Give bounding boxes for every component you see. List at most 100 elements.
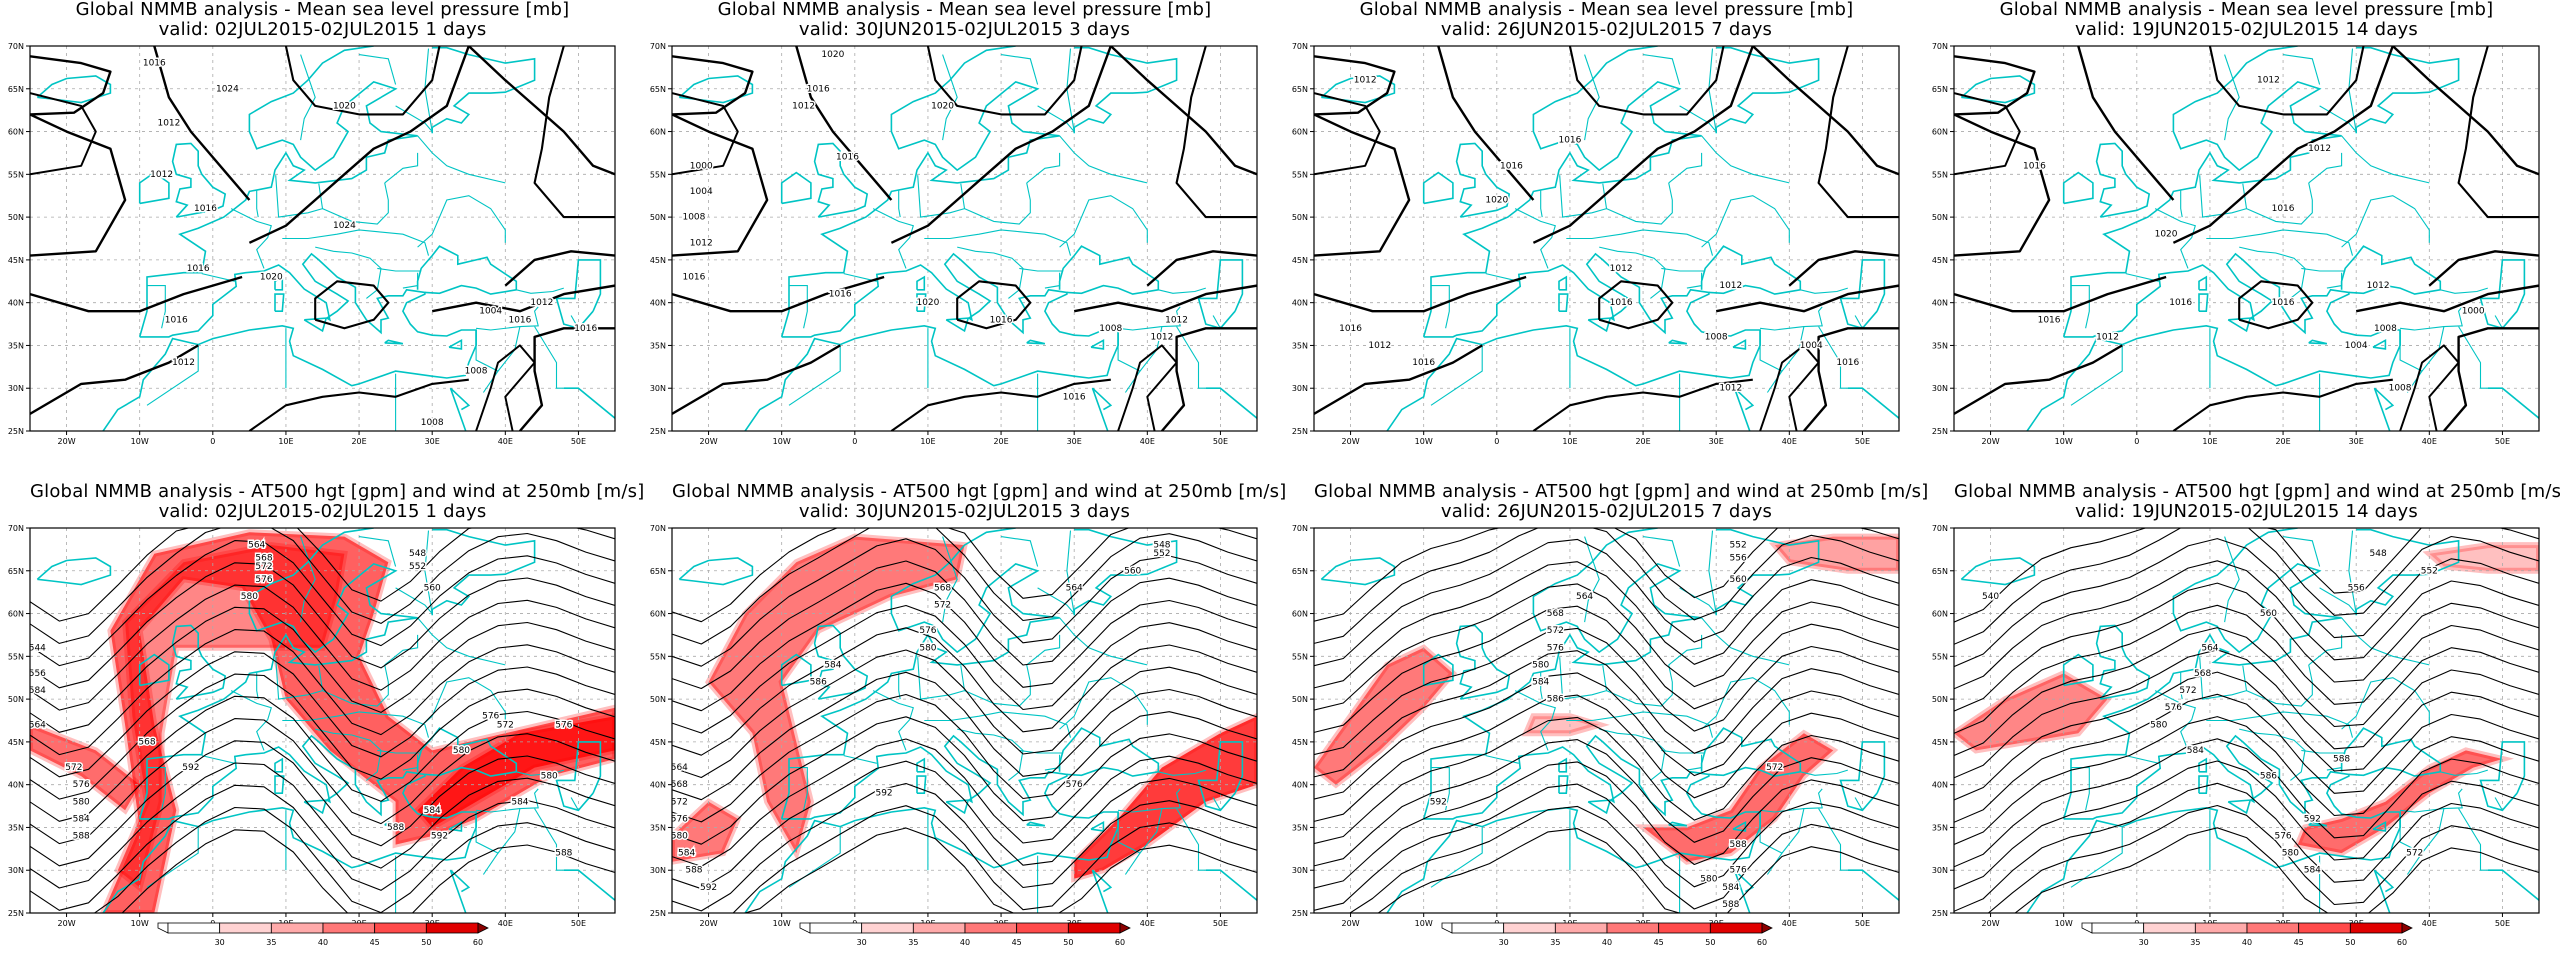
coastline (1205, 869, 1257, 902)
lat-tick-label: 40N (8, 299, 24, 308)
coastline (2095, 142, 2151, 218)
contour-label: 560 (2260, 609, 2277, 619)
country-border (201, 755, 235, 764)
contour-label: 552 (1153, 549, 1170, 559)
contour-label: 564 (248, 541, 265, 551)
isobar (248, 378, 469, 431)
country-border (1854, 315, 1863, 329)
lat-tick-label: 45N (8, 738, 24, 747)
map-frame (29, 527, 616, 914)
lat-tick-label: 35N (1292, 823, 1308, 832)
contour-label: 592 (431, 832, 448, 842)
country-border (1701, 195, 1790, 248)
country-border (570, 315, 579, 329)
contour-label: 1016 (1412, 358, 1435, 368)
colorbar-tick-label: 60 (1756, 938, 1766, 947)
isobar (1314, 92, 1381, 176)
contour-label: 1024 (333, 221, 356, 231)
country-border (2070, 345, 2123, 406)
lat-tick-label: 60N (8, 128, 24, 137)
lon-tick-label: 10W (1415, 437, 1433, 446)
coastline (384, 821, 404, 827)
height-contour (672, 693, 1257, 823)
panel-valid-period: valid: 30JUN2015-02JUL2015 3 days (798, 501, 1131, 522)
height-contour (30, 695, 615, 822)
country-border (898, 671, 901, 700)
height-contour (1954, 738, 2539, 868)
contour-label: 584 (2187, 746, 2204, 756)
colorbar-tick-label: 60 (2396, 938, 2406, 947)
lat-tick-label: 60N (1292, 610, 1308, 619)
map-layers: 552 556 560 564 568 572 576 580 584 586 572 592 588 5… (1314, 528, 1899, 913)
lat-tick-label: 60N (1292, 128, 1308, 137)
country-border (1760, 788, 1823, 813)
coastline (138, 46, 418, 338)
country-border (964, 182, 1031, 225)
panel-title: Global NMMB analysis - Mean sea level pr… (1359, 0, 1854, 20)
mslp-panel-1: Global NMMB analysis - Mean sea level pr… (8, 0, 616, 470)
isobar (890, 378, 1111, 431)
contour-label: 1016 (2169, 298, 2192, 308)
country-border (417, 617, 506, 666)
height-contour (672, 782, 1257, 912)
lat-tick-label: 30N (1292, 866, 1308, 875)
isobar (1954, 55, 2036, 116)
isobar (1314, 55, 1396, 116)
lon-tick-label: 50E (571, 919, 586, 928)
country-border (1854, 797, 1863, 811)
colorbar-segment (2091, 922, 2144, 934)
contour-label: 592 (1430, 797, 1447, 807)
jet-stream-core (99, 529, 615, 913)
contour-label: 1016 (187, 264, 210, 274)
coastline (1091, 387, 1113, 431)
height-contour (1954, 782, 2539, 912)
panel-title: Global NMMB analysis - Mean sea level pr… (717, 0, 1212, 20)
contour-label: 568 (138, 737, 155, 747)
contour-label: 556 (29, 669, 46, 679)
isobar (926, 46, 1083, 116)
height-contour (672, 604, 1257, 734)
country-border (1643, 536, 1681, 567)
lat-tick-label: 70N (1932, 42, 1948, 51)
colorbar-tick-label: 35 (908, 938, 918, 947)
contour-label: 1016 (2038, 315, 2061, 325)
contour-label: 1016 (836, 153, 859, 163)
country-border (395, 48, 434, 134)
contour-label: 588 (2333, 755, 2350, 765)
colorbar-tick-label: 30 (856, 938, 866, 947)
jet-stream-core (672, 798, 742, 865)
jet-stream-shading (117, 545, 345, 888)
coastline (1847, 387, 1899, 420)
lat-tick-label: 55N (1932, 170, 1948, 179)
colorbar-segment (1451, 922, 1504, 934)
coastline (138, 171, 170, 205)
height-contour (30, 562, 615, 689)
contour-label: 588 (1730, 840, 1747, 850)
country-border (1686, 754, 1703, 771)
contour-label: 584 (1532, 678, 1549, 688)
colorbar-tick-label: 35 (1550, 938, 1560, 947)
contour-label: 1004 (479, 307, 502, 317)
isobar (795, 46, 893, 201)
coastline (1960, 557, 2036, 586)
lon-tick-label: 0 (1494, 437, 1499, 446)
coastline (916, 757, 926, 773)
jet-stream-core (1954, 670, 2113, 754)
coastline (448, 820, 463, 832)
contour-label: 564 (671, 763, 688, 773)
contour-label: 576 (2274, 832, 2291, 842)
z500-wind-panel-4: Global NMMB analysis - AT500 hgt [gpm] a… (1932, 482, 2560, 952)
country-border (843, 755, 877, 764)
country-border (1668, 152, 1703, 184)
coastline (555, 259, 602, 330)
height-contour (1954, 627, 2539, 757)
country-border (359, 536, 397, 567)
height-contour (1314, 694, 1899, 822)
height-contour (1314, 650, 1899, 778)
contour-label: 580 (1700, 874, 1717, 884)
lat-tick-label: 55N (1292, 170, 1308, 179)
contour-label: 560 (1730, 575, 1747, 585)
contour-label: 580 (1532, 660, 1549, 670)
contour-label: 1000 (2462, 307, 2485, 317)
contour-label: 584 (424, 806, 441, 816)
